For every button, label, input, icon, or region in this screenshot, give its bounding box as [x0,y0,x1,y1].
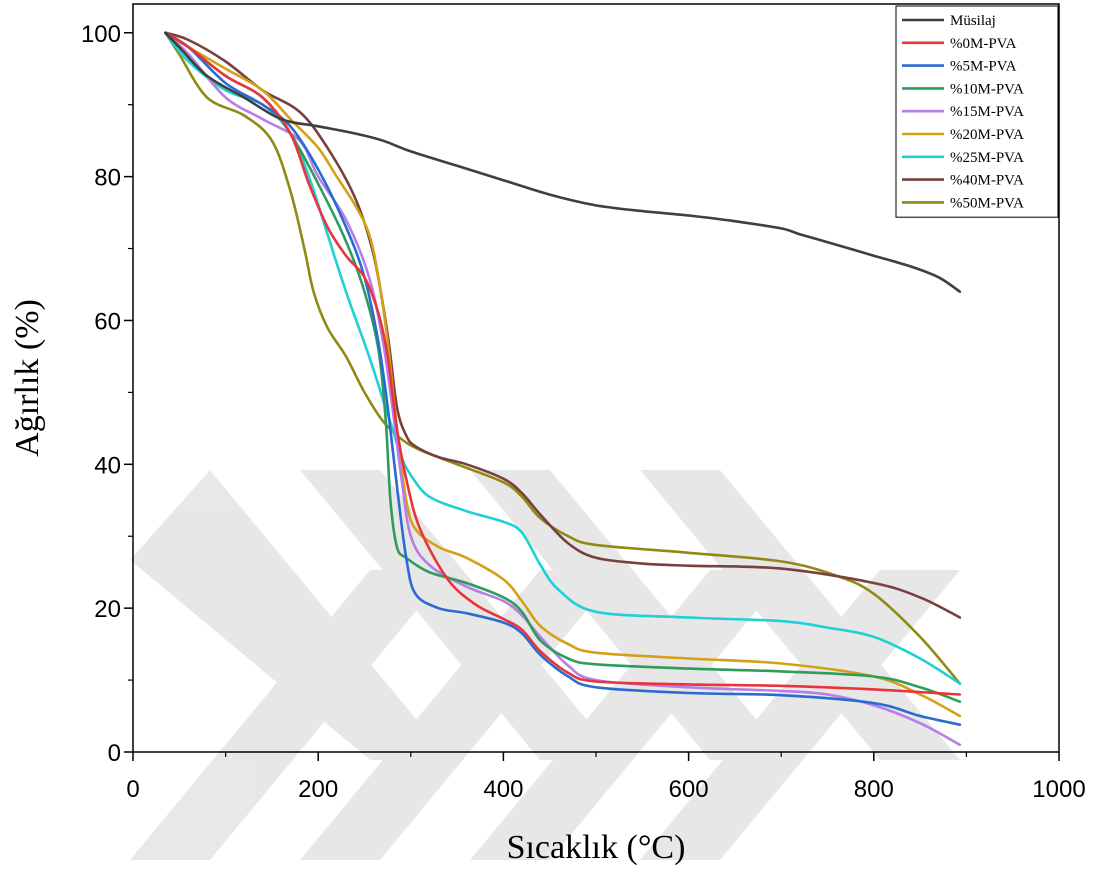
series-line-m-silaj [164,31,962,293]
series-line-5m-pva [164,31,962,726]
x-tick-label: 800 [854,776,894,803]
y-tick-label: 40 [94,452,121,479]
x-tick-label: 200 [298,776,338,803]
y-tick-label: 20 [94,596,121,623]
x-tick-label: 0 [126,776,139,803]
series-line-50m-pva [164,31,962,685]
legend-label-50m-pva: %50M-PVA [950,195,1024,211]
series-line-20m-pva [164,31,962,718]
series-line-40m-pva [164,31,962,619]
background-watermark [130,470,960,860]
legend-label-0m-pva: %0M-PVA [950,36,1017,52]
legend-label-40m-pva: %40M-PVA [950,173,1024,189]
legend-label-20m-pva: %20M-PVA [950,127,1024,143]
legend-label-15m-pva: %15M-PVA [950,104,1024,120]
y-tick-label: 60 [94,308,121,335]
y-tick-label: 80 [94,165,121,192]
x-tick-label: 1000 [1032,776,1085,803]
y-tick-label: 100 [81,21,121,48]
legend: Müsilaj %0M-PVA %5M-PVA %10M-PVA %15M-PVA %20… [895,5,1059,218]
plot-lines [164,31,962,747]
y-axis-title: Ağırlık (%) [9,299,46,457]
x-axis-title: Sıcaklık (°C) [507,829,686,866]
x-tick-label: 400 [483,776,523,803]
axes: 0 200 400 600 800 1000 0 20 40 60 80 100 [81,21,1086,803]
legend-label-10m-pva: %10M-PVA [950,81,1024,97]
legend-label-5m-pva: %5M-PVA [950,59,1017,75]
legend-label-m-silaj: Müsilaj [950,13,996,29]
series-line-0m-pva [164,31,962,696]
y-tick-label: 0 [108,740,121,767]
x-tick-label: 600 [669,776,709,803]
legend-label-25m-pva: %25M-PVA [950,150,1024,166]
